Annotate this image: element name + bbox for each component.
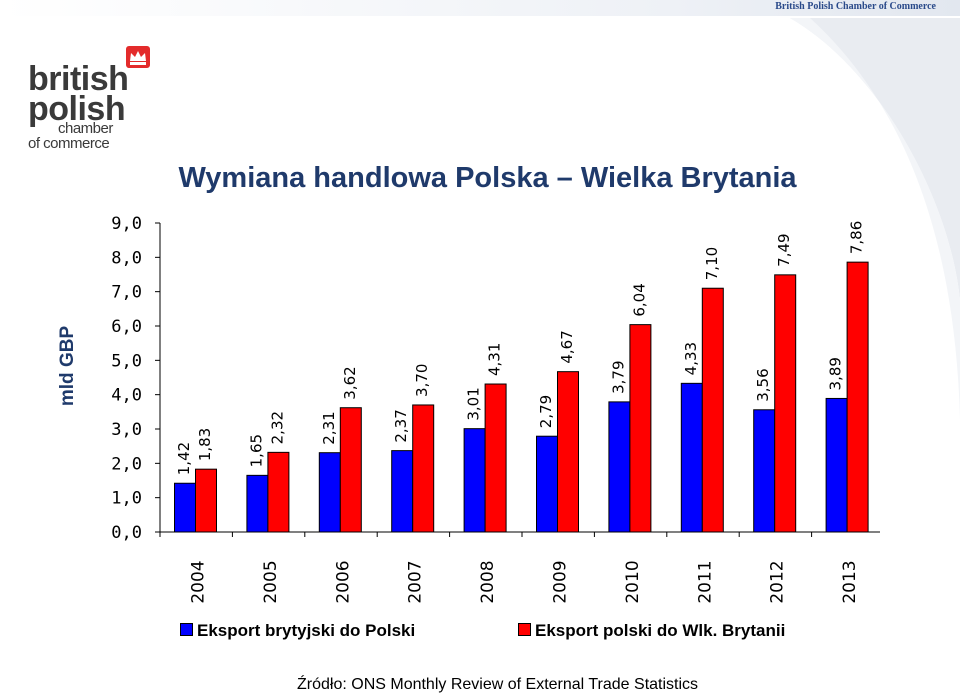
bar-pl-export	[195, 468, 217, 533]
x-tick-label: 2006	[333, 560, 353, 603]
data-label: 1,42	[175, 442, 193, 475]
x-tick-label: 2005	[261, 560, 281, 603]
data-label: 3,79	[609, 360, 627, 393]
bar-uk-export	[825, 397, 848, 533]
bar-uk-export	[608, 401, 631, 533]
data-label: 4,67	[558, 330, 576, 363]
data-label: 4,33	[682, 342, 700, 375]
data-label: 3,89	[827, 357, 845, 390]
bar-pl-export	[846, 261, 869, 533]
bar-uk-export	[246, 474, 269, 533]
data-label: 2,79	[537, 395, 555, 428]
bar-uk-export	[174, 482, 196, 533]
bar-pl-export	[412, 404, 435, 533]
logo-line-2: polish	[28, 90, 126, 128]
data-label: 3,01	[465, 387, 483, 420]
bar-uk-export	[318, 452, 341, 533]
bar-uk-export	[753, 409, 776, 533]
crown-icon	[126, 46, 150, 68]
bar-pl-export	[629, 324, 652, 533]
y-tick-label: 3,0	[111, 420, 142, 440]
data-label: 2,31	[320, 411, 338, 444]
logo-line-4: of commerce	[28, 135, 110, 152]
x-tick-label: 2008	[478, 560, 498, 603]
logo-line-1: british	[28, 60, 129, 98]
y-tick-label: 9,0	[111, 214, 142, 234]
data-label: 3,56	[754, 368, 772, 401]
y-tick-label: 4,0	[111, 386, 142, 406]
y-tick-label: 1,0	[111, 489, 142, 509]
data-label: 3,70	[413, 364, 431, 397]
legend-label-pl-export: Eksport polski do Wlk. Brytanii	[535, 621, 786, 640]
org-name: British Polish Chamber of Commerce	[775, 1, 936, 12]
y-tick-label: 0,0	[111, 523, 142, 543]
header-strip: British Polish Chamber of Commerce	[0, 0, 960, 16]
legend-label-uk-export: Eksport brytyjski do Polski	[197, 621, 416, 640]
x-tick-label: 2013	[840, 560, 860, 603]
legend-item-pl-export: Eksport polski do Wlk. Brytanii	[518, 621, 785, 641]
logo-line-3: chamber	[58, 120, 113, 137]
y-tick-label: 8,0	[111, 248, 142, 268]
data-label: 6,04	[630, 283, 648, 316]
x-tick-label: 2007	[406, 560, 426, 603]
data-label: 4,31	[486, 343, 504, 376]
legend-swatch-blue	[180, 623, 193, 636]
bar-uk-export	[463, 428, 486, 533]
bar-pl-export	[484, 383, 507, 533]
y-tick-label: 5,0	[111, 351, 142, 371]
data-label: 1,65	[247, 434, 265, 467]
data-label: 7,86	[848, 221, 866, 254]
bar-pl-export	[339, 407, 362, 533]
bar-uk-export	[391, 450, 414, 533]
x-tick-label: 2011	[695, 560, 715, 603]
bar-pl-export	[267, 451, 290, 533]
y-tick-label: 7,0	[111, 283, 142, 303]
x-tick-label: 2012	[768, 560, 788, 603]
x-tick-label: 2004	[189, 560, 209, 603]
bar-pl-export	[701, 287, 724, 533]
data-label: 7,10	[703, 247, 721, 280]
bar-uk-export	[536, 435, 558, 533]
data-label: 7,49	[775, 233, 793, 266]
data-label: 2,32	[268, 411, 286, 444]
legend-swatch-red	[518, 623, 531, 636]
y-tick-label: 2,0	[111, 454, 142, 474]
bar-pl-export	[557, 371, 579, 533]
data-label: 2,37	[392, 409, 410, 442]
bar-uk-export	[680, 382, 703, 533]
y-tick-label: 6,0	[111, 317, 142, 337]
bar-pl-export	[774, 274, 797, 533]
chamber-logo: british polish chamber of commerce	[28, 44, 158, 154]
legend-item-uk-export: Eksport brytyjski do Polski	[180, 621, 415, 641]
data-label: 3,62	[341, 366, 359, 399]
chart-title: Wymiana handlowa Polska – Wielka Brytani…	[178, 162, 797, 194]
source-note: Źródło: ONS Monthly Review of External T…	[297, 676, 699, 693]
data-label: 1,83	[196, 428, 214, 461]
x-tick-label: 2009	[551, 560, 571, 603]
x-tick-label: 2010	[623, 560, 643, 603]
